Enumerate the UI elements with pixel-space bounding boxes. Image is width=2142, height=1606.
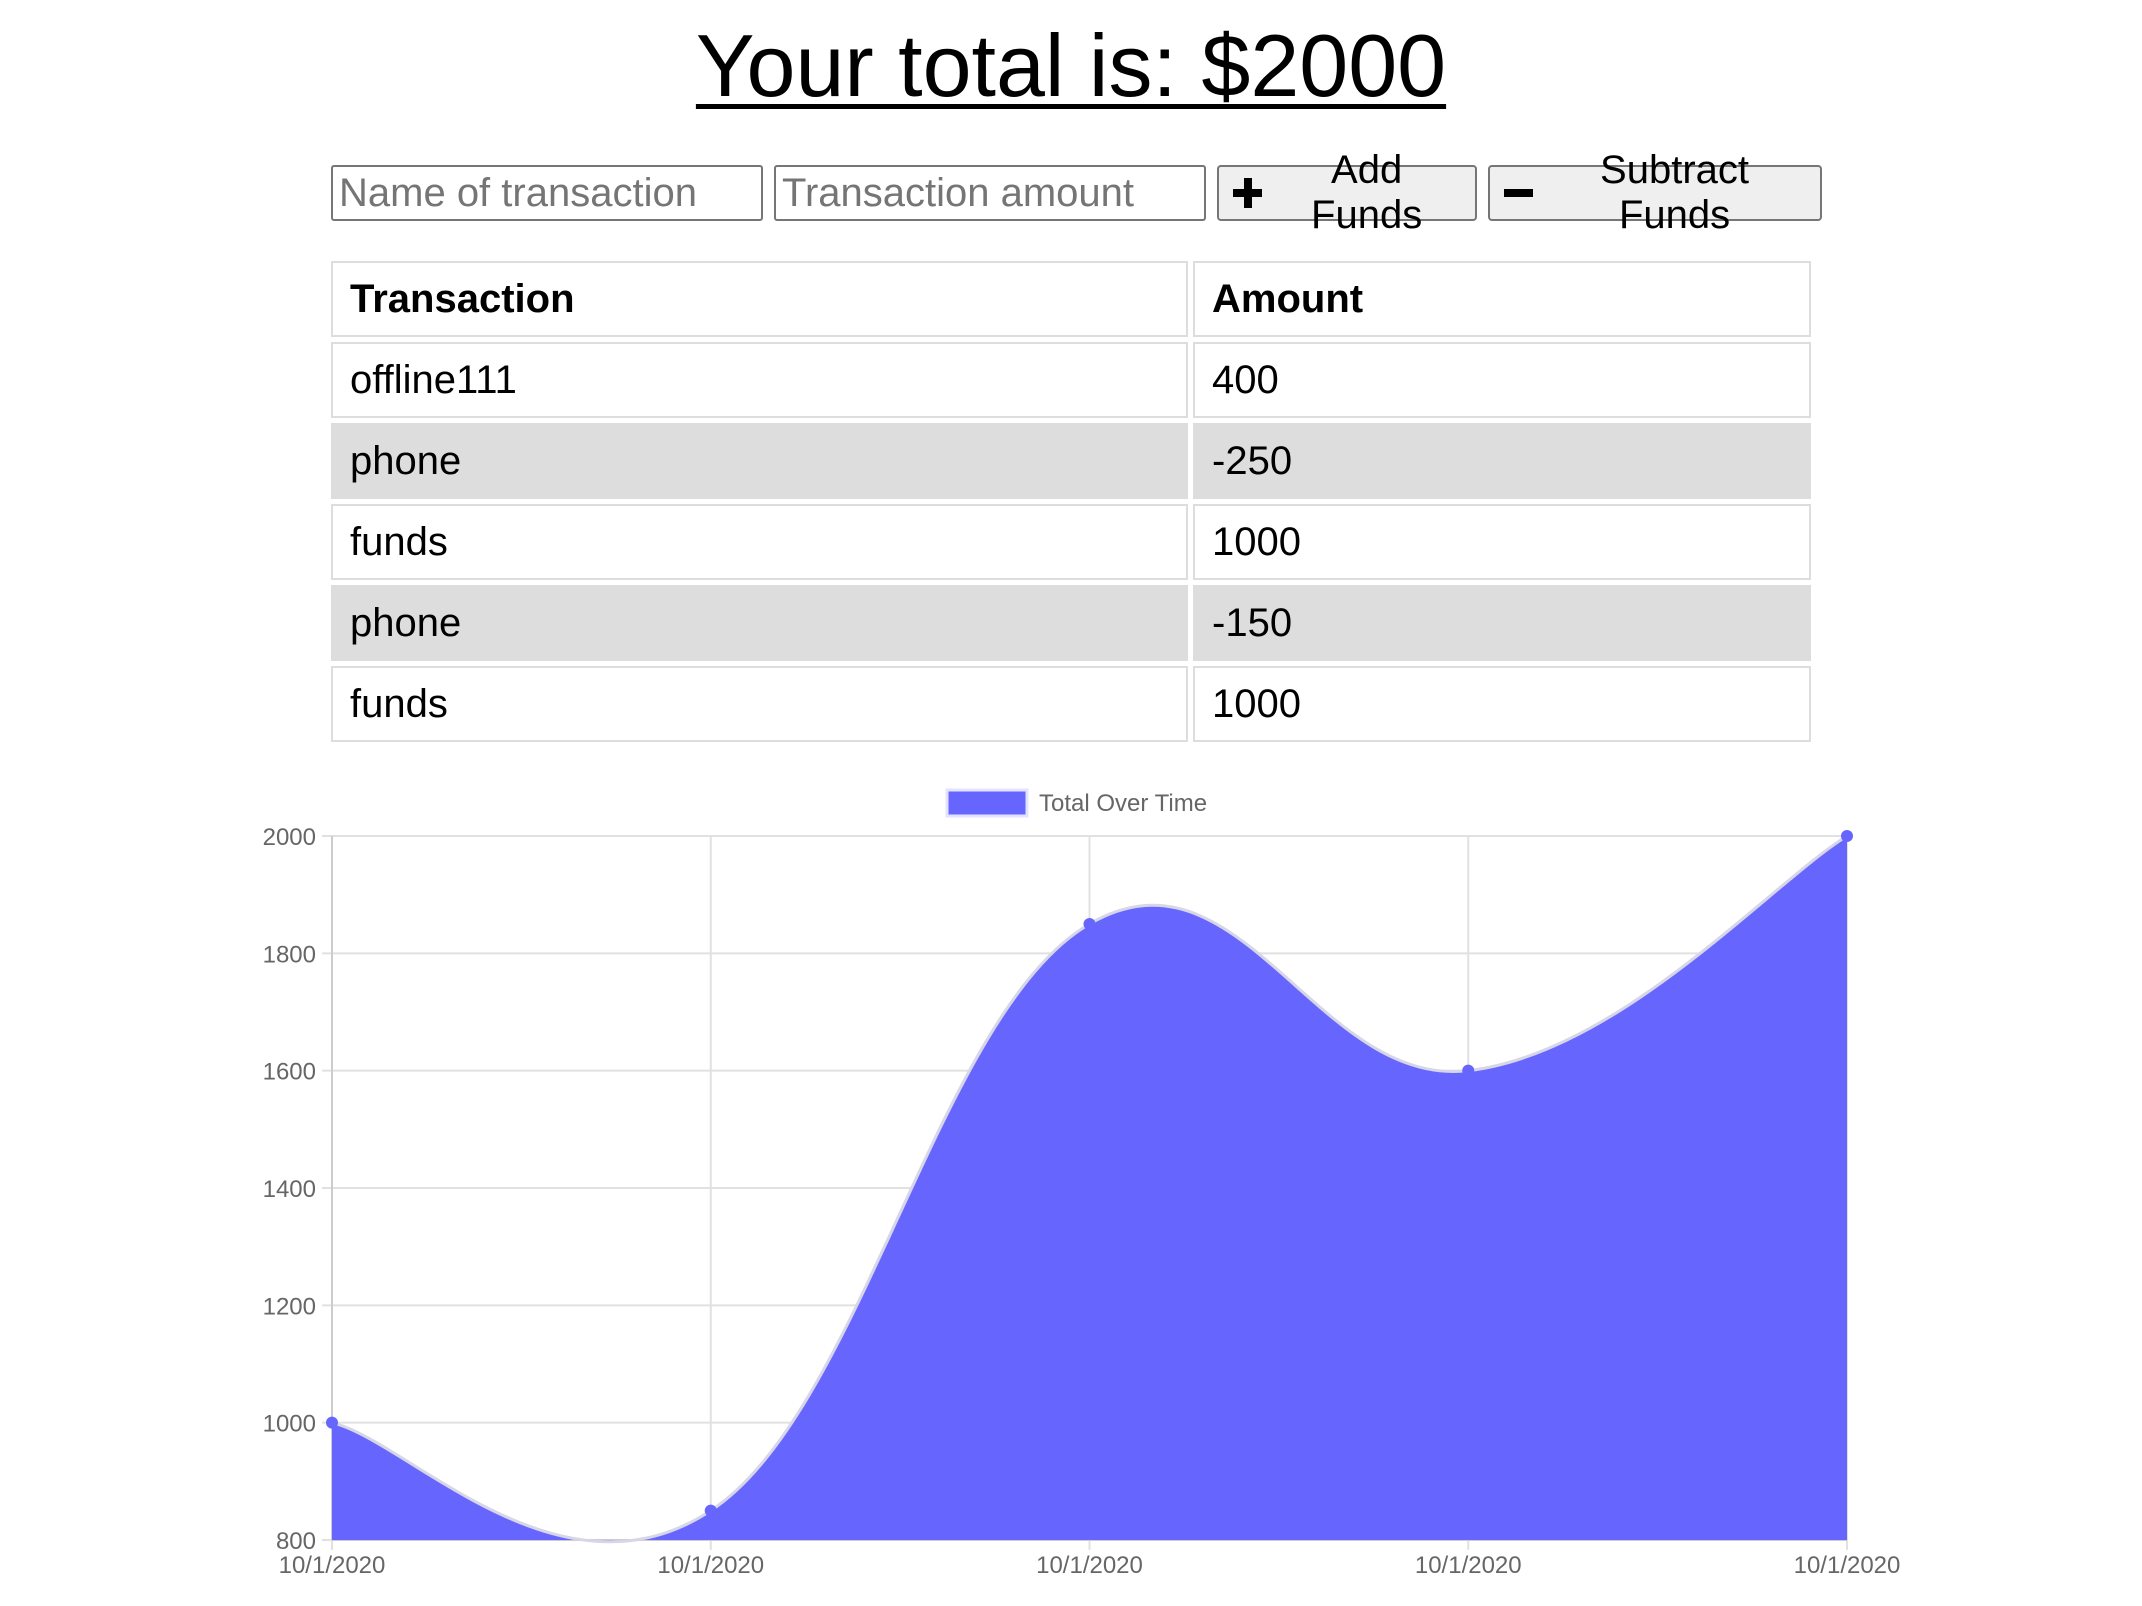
subtract-funds-label: Subtract Funds <box>1600 148 1750 237</box>
data-point <box>326 1416 338 1429</box>
y-tick-label: 2000 <box>263 824 316 851</box>
table-row: funds 1000 <box>331 504 1811 580</box>
plus-icon <box>1233 178 1263 208</box>
legend-swatch <box>945 788 1029 818</box>
series-line <box>331 834 1848 1544</box>
transaction-name-cell: funds <box>331 666 1188 742</box>
table-header-row: Transaction Amount <box>331 261 1811 337</box>
transaction-amount-input[interactable] <box>774 165 1206 221</box>
data-point <box>704 1504 717 1517</box>
y-tick-label: 1800 <box>263 941 316 968</box>
transaction-name-cell: phone <box>331 423 1188 499</box>
transaction-amount-cell: 400 <box>1193 342 1811 418</box>
y-tick-label: 1000 <box>263 1411 316 1438</box>
series-area <box>332 836 1847 1542</box>
transaction-name-cell: offline111 <box>331 342 1188 418</box>
transaction-amount-cell: -150 <box>1193 585 1811 661</box>
x-tick-label: 10/1/2020 <box>1036 1552 1143 1579</box>
transaction-name-cell: phone <box>331 585 1188 661</box>
minus-icon <box>1504 178 1534 208</box>
add-funds-label: Add Funds <box>1311 148 1423 237</box>
data-point <box>1841 830 1853 842</box>
y-tick-label: 1400 <box>263 1176 316 1203</box>
transaction-name-cell: funds <box>331 504 1188 580</box>
transaction-amount-cell: 1000 <box>1193 666 1811 742</box>
column-header-transaction: Transaction <box>331 261 1188 337</box>
x-tick-label: 10/1/2020 <box>1794 1552 1901 1579</box>
table-row: offline111 400 <box>331 342 1811 418</box>
table-row: phone -150 <box>331 585 1811 661</box>
y-tick-label: 1600 <box>263 1059 316 1086</box>
y-tick-label: 800 <box>276 1528 316 1555</box>
add-funds-button[interactable]: Add Funds <box>1217 148 1477 237</box>
page-title: Your total is: $2000 <box>695 16 1447 115</box>
data-point <box>1083 918 1096 930</box>
x-tick-label: 10/1/2020 <box>279 1552 386 1579</box>
transaction-amount-cell: -250 <box>1193 423 1811 499</box>
x-tick-label: 10/1/2020 <box>657 1552 764 1579</box>
total-over-time-chart: 800 1000 1200 1400 1600 1800 2000 10/1/2020 10/1… <box>263 788 1901 1579</box>
transaction-amount-cell: 1000 <box>1193 504 1811 580</box>
table-row: funds 1000 <box>331 666 1811 742</box>
table-row: phone -250 <box>331 423 1811 499</box>
transactions-table: Transaction Amount offline111 400 phone … <box>326 256 1816 747</box>
subtract-funds-button[interactable]: Subtract Funds <box>1488 148 1822 237</box>
transaction-name-input[interactable] <box>331 165 763 221</box>
x-tick-label: 10/1/2020 <box>1415 1552 1522 1579</box>
y-tick-label: 1200 <box>263 1293 316 1320</box>
legend-label: Total Over Time <box>1039 790 1207 817</box>
data-point <box>1462 1064 1475 1077</box>
column-header-amount: Amount <box>1193 261 1811 337</box>
